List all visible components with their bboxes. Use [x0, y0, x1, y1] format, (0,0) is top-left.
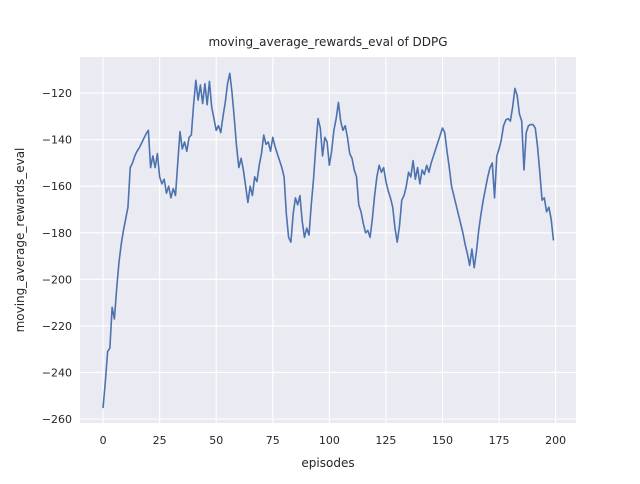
- axes-background: [80, 57, 576, 423]
- y-tick-label: −140: [42, 134, 72, 147]
- y-tick-label: −120: [42, 87, 72, 100]
- y-tick-label: −260: [42, 413, 72, 426]
- y-tick-label: −180: [42, 227, 72, 240]
- x-axis-label: episodes: [301, 456, 354, 470]
- y-tick-label: −240: [42, 366, 72, 379]
- y-tick-label: −200: [42, 273, 72, 286]
- x-tick-label: 100: [319, 434, 340, 447]
- x-tick-label: 75: [266, 434, 280, 447]
- x-tick-label: 50: [209, 434, 223, 447]
- x-tick-label: 125: [375, 434, 396, 447]
- y-tick-label: −160: [42, 180, 72, 193]
- x-tick-label: 0: [100, 434, 107, 447]
- x-tick-label: 200: [545, 434, 566, 447]
- y-tick-labels: −120 −140 −160 −180 −200 −220 −240 −260: [42, 87, 72, 426]
- data-line-moving_average_rewards_eval: [102, 72, 555, 409]
- y-axis-label: moving_average_rewards_eval: [13, 148, 27, 333]
- grid-lines: [80, 57, 576, 423]
- chart-title: moving_average_rewards_eval of DDPG: [208, 35, 447, 49]
- y-tick-label: −220: [42, 320, 72, 333]
- x-tick-labels: 0 25 50 75 100 125 150 175 200: [100, 434, 567, 447]
- x-tick-label: 175: [489, 434, 510, 447]
- x-tick-label: 25: [153, 434, 167, 447]
- data-line-group: [102, 72, 555, 409]
- x-tick-label: 150: [432, 434, 453, 447]
